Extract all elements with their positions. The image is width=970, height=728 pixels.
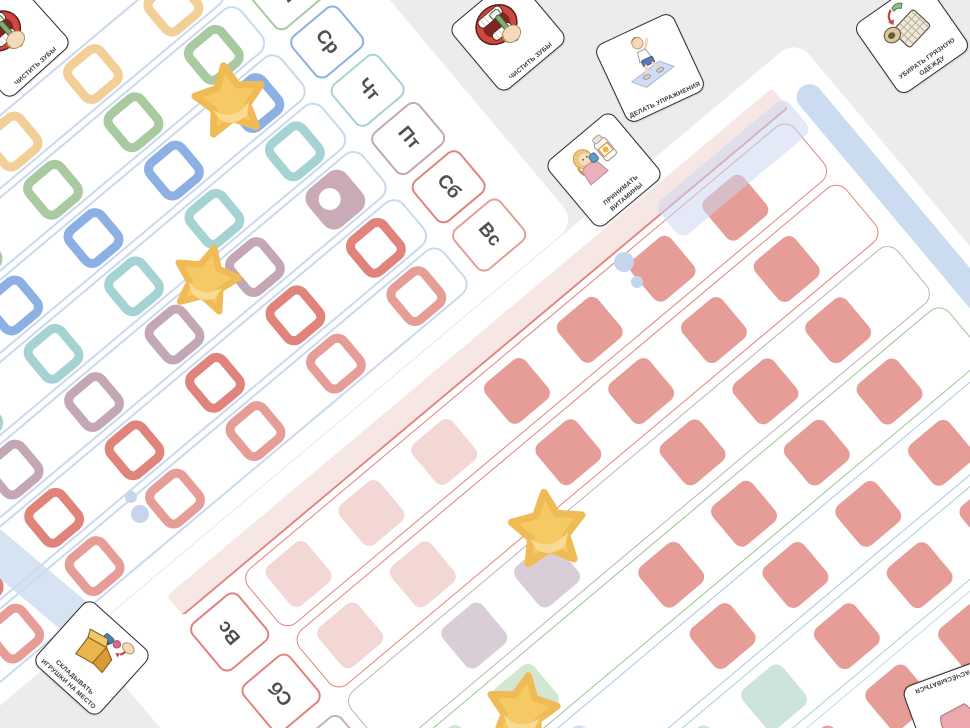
sticker-circle <box>314 183 346 215</box>
comb-icon <box>923 687 970 728</box>
exercise-icon <box>608 21 683 97</box>
brush-teeth-card: ЧИСТИТЬ ЗУБЫ <box>447 0 569 95</box>
decor-dot <box>631 276 643 288</box>
toys-icon <box>58 610 138 691</box>
day-label: Ср <box>311 24 344 58</box>
day-label: Вс <box>213 616 246 649</box>
decor-dot <box>614 252 634 272</box>
day-label: Сб <box>432 169 466 203</box>
teeth-icon <box>461 0 541 67</box>
laundry-card: УБИРАТЬ ГРЯЗНУЮ ОДЕЖДУ <box>852 0 970 97</box>
decor-dot <box>131 505 149 523</box>
toys-card: СКЛАДЫВАТЬ ИГРУШКИ НА МЕСТО <box>31 597 153 719</box>
day-label: Чт <box>352 74 384 105</box>
day-label: Сб <box>264 677 297 710</box>
star-sticker <box>162 235 250 327</box>
star-sticker <box>184 54 275 149</box>
vitamins-icon <box>557 122 637 202</box>
laundry-icon <box>867 0 946 69</box>
exercise-card: ДЕЛАТЬ УПРАЖНЕНИЯ <box>592 10 708 126</box>
teeth-icon <box>0 0 46 73</box>
day-label: Пт <box>393 122 424 154</box>
star-sticker <box>503 483 594 578</box>
vitamins-card: ПРИНИМАТЬ ВИТАМИНЫ <box>543 109 665 231</box>
comb-card: РАСЧЁСЫВАТЬСЯ <box>900 658 970 728</box>
decor-dot <box>125 491 137 503</box>
star-sticker <box>476 664 567 728</box>
day-label: Вс <box>473 218 506 251</box>
day-label: Вт <box>271 0 303 9</box>
brush-teeth-corner-card: ЧИСТИТЬ ЗУБЫ <box>0 0 73 101</box>
